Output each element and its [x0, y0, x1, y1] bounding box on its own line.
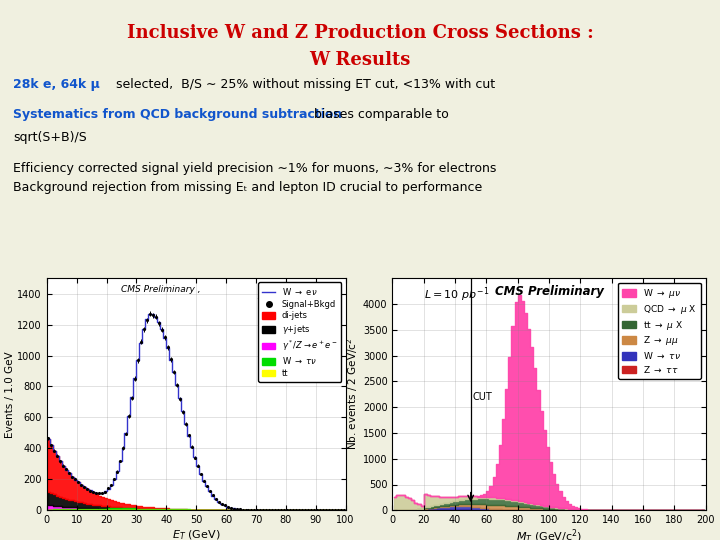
- Text: biases comparable to: biases comparable to: [310, 108, 449, 121]
- Legend: W $\rightarrow$ $\mu\nu$, QCD $\rightarrow$ $\mu$ X, tt $\rightarrow$ $\mu$ X, Z: W $\rightarrow$ $\mu\nu$, QCD $\rightarr…: [618, 282, 701, 379]
- Text: CMS Preliminary ,: CMS Preliminary ,: [120, 285, 200, 294]
- Text: Efficiency corrected signal yield precision ∼1% for muons, ∼3% for electrons: Efficiency corrected signal yield precis…: [13, 162, 496, 175]
- Text: CUT: CUT: [472, 392, 492, 402]
- Text: $\int$Ldt = 10 pb$^{-1}$: $\int$Ldt = 10 pb$^{-1}$: [256, 285, 327, 302]
- Text: Inclusive W and Z Production Cross Sections :: Inclusive W and Z Production Cross Secti…: [127, 24, 593, 42]
- Text: CMS Preliminary: CMS Preliminary: [495, 285, 603, 298]
- Text: selected,  B/S ∼ 25% without missing ET cut, <13% with cut: selected, B/S ∼ 25% without missing ET c…: [112, 78, 495, 91]
- X-axis label: $M_T$ (GeV/c$^2$): $M_T$ (GeV/c$^2$): [516, 528, 582, 540]
- Legend: W $\rightarrow$ e$\nu$, Signal+Bkgd, di-jets, $\gamma$+jets, $\gamma^*/Z \righta: W $\rightarrow$ e$\nu$, Signal+Bkgd, di-…: [258, 282, 341, 382]
- Y-axis label: Events / 1.0 GeV: Events / 1.0 GeV: [4, 351, 14, 437]
- Text: Systematics from QCD background subtraction: Systematics from QCD background subtract…: [13, 108, 342, 121]
- Text: sqrt(S+B)/S: sqrt(S+B)/S: [13, 131, 86, 144]
- X-axis label: $E_T$ (GeV): $E_T$ (GeV): [172, 528, 220, 540]
- Y-axis label: Nb. events / 2 GeV/c$^2$: Nb. events / 2 GeV/c$^2$: [345, 338, 360, 450]
- Text: 28k e, 64k μ: 28k e, 64k μ: [13, 78, 99, 91]
- Text: $L = 10\ pb^{-1}$: $L = 10\ pb^{-1}$: [423, 285, 489, 303]
- Text: W Results: W Results: [310, 51, 410, 69]
- Text: Background rejection from missing Eₜ and lepton ID crucial to performance: Background rejection from missing Eₜ and…: [13, 181, 482, 194]
